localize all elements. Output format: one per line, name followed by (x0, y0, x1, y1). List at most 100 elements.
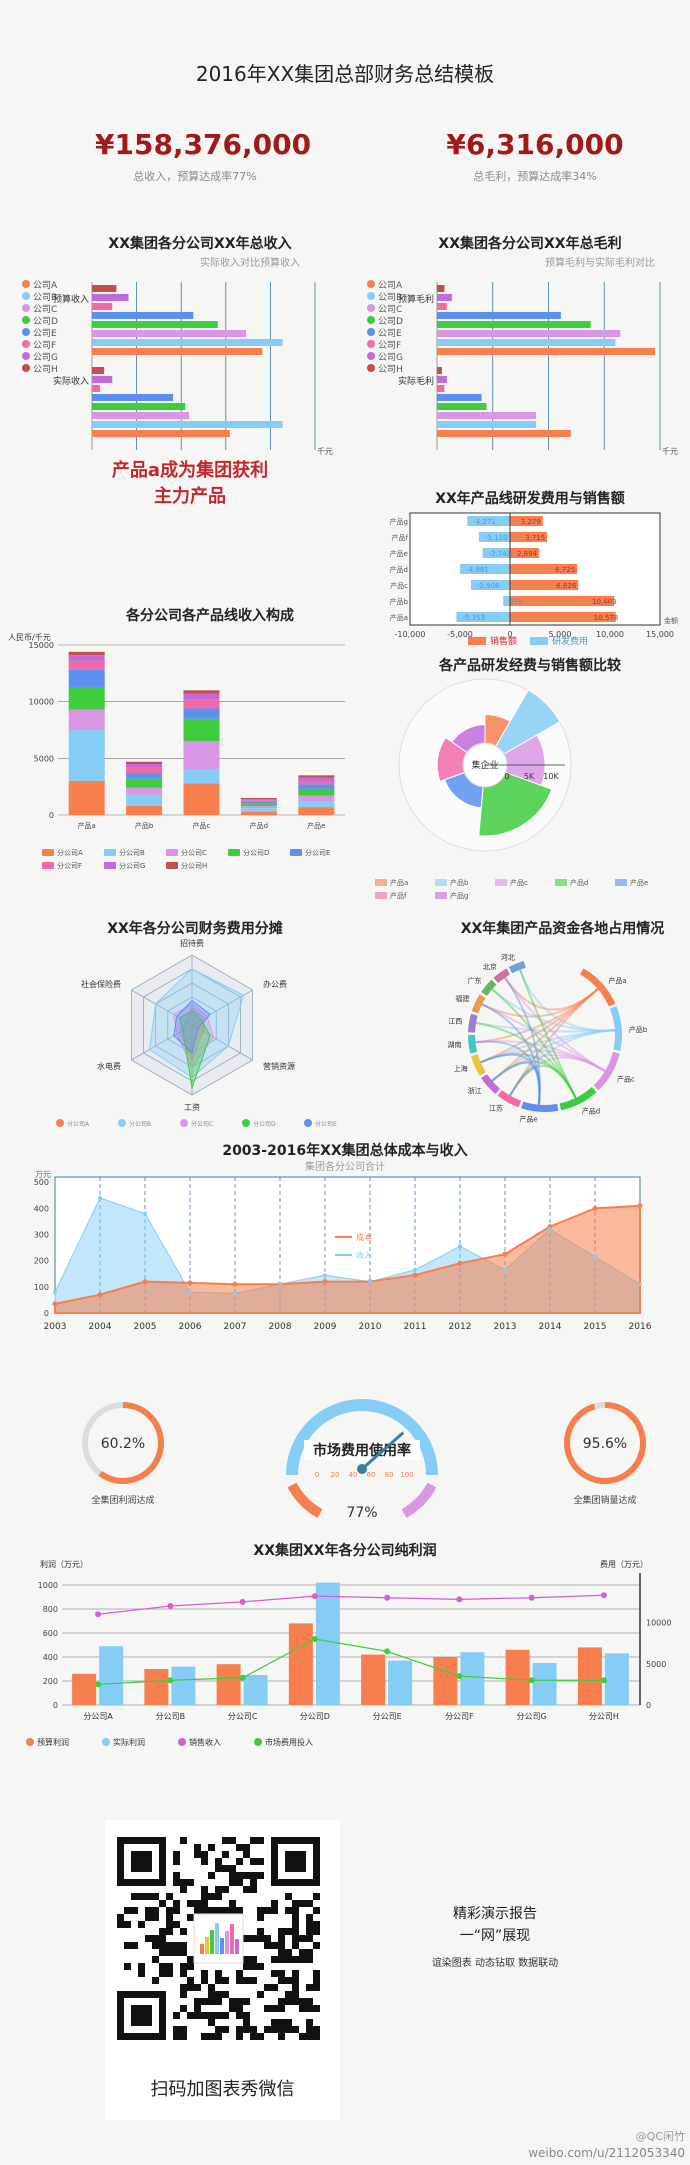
net-bar-actual (532, 1663, 557, 1705)
chord-ribbon (518, 969, 615, 1032)
area-income-point (143, 1211, 147, 1216)
net-line-point (600, 1592, 607, 1599)
stack-chart: 人民币/千元 0 5000 10000 15000 产品a 产品b 产品c 产品d 产品e 分公司A… (8, 632, 345, 870)
qr-module (306, 2005, 313, 2012)
qr-module (194, 2012, 201, 2019)
revenue-legend-label: 公司C (33, 304, 57, 315)
qr-module (292, 1984, 299, 1991)
qr-module (222, 1837, 229, 1844)
chord-node-label: 产品d (582, 1106, 600, 1115)
kpi-profit: ¥6,316,000 (446, 128, 624, 161)
qr-module (173, 1858, 180, 1865)
qr-module (131, 1907, 138, 1914)
stack-xtick: 产品e (307, 821, 325, 830)
qr-module (236, 1998, 243, 2005)
profit-legend-label: 公司A (378, 280, 403, 291)
qr-module (201, 1907, 208, 1914)
chord-ribbon (509, 988, 599, 1097)
revenue-legend-dot (22, 316, 30, 324)
rd-bar-sales (510, 532, 548, 542)
qr-module (166, 1893, 173, 1900)
center-gauge-tick: 40 (349, 1471, 358, 1479)
net-ytick: 0 (53, 1701, 58, 1710)
qr-module (159, 1935, 166, 1942)
rd-bar-sales (510, 596, 615, 606)
qr-module (278, 1935, 285, 1942)
rd-bar-sales (510, 548, 539, 558)
qr-module (257, 1935, 264, 1942)
net-bar-budget (433, 1657, 458, 1705)
stack-legend-swatch (166, 849, 178, 856)
qr-module (243, 1963, 250, 1970)
area-xtick: 2013 (494, 1322, 517, 1332)
chord-node-label: 河北 (501, 954, 515, 962)
area-income-point (548, 1227, 552, 1232)
chord-node-label: 浙江 (468, 1086, 482, 1095)
revenue-legend-label: 公司F (33, 340, 56, 351)
qr-module (257, 1872, 264, 1879)
rose-legend-label: 产品d (570, 878, 588, 887)
chord-arc (493, 968, 510, 983)
stack-segment (240, 801, 277, 804)
rose-legend-label: 产品a (390, 878, 408, 887)
qr-module (215, 1970, 222, 1977)
net-xtick: 分公司F (445, 1712, 474, 1721)
stack-segment (68, 669, 105, 687)
qr-module (229, 1907, 236, 1914)
profit-legend-label: 公司H (378, 364, 403, 375)
revenue-bar (92, 367, 105, 374)
chord-arc (580, 968, 616, 1007)
qr-module (306, 1949, 313, 1956)
qr-finder-inner (131, 2005, 152, 2026)
qr-module (159, 1949, 166, 1956)
qr-module (145, 1935, 152, 1942)
stack-segment (298, 788, 335, 796)
net-xtick: 分公司H (589, 1712, 619, 1721)
rd-bar-sales (510, 612, 616, 622)
radar-axis-line (191, 989, 253, 1026)
qr-module (292, 1956, 299, 1963)
radar-legend-label: 分公司C (191, 1120, 213, 1128)
rd-category-label: 产品a (390, 613, 408, 622)
profit-bar (437, 385, 445, 392)
profit-bar (437, 421, 537, 428)
qr-module (250, 1858, 257, 1865)
qr-module (159, 1928, 166, 1935)
net-bar-actual (99, 1646, 124, 1705)
area-xtick: 2015 (584, 1322, 607, 1332)
radar-legend-label: 分公司B (129, 1120, 151, 1128)
qr-module (278, 1970, 285, 1977)
chord-ribbon (491, 988, 599, 1082)
radar-series-area (173, 1003, 214, 1068)
stack-legend-swatch (166, 862, 178, 869)
qr-module (299, 1935, 306, 1942)
qr-module (264, 2026, 271, 2033)
qr-card: 扫码加图表秀微信 (105, 1820, 340, 2120)
center-gauge-tick: 20 (331, 1471, 340, 1479)
radar-series-area (173, 999, 211, 1054)
qr-module (152, 1942, 159, 1949)
profit-chart-title: XX集团各分公司XX年总毛利 (438, 236, 622, 252)
net-ytick: 200 (43, 1677, 58, 1686)
stack-segment (183, 693, 220, 700)
profit-legend-dot (367, 352, 375, 360)
revenue-bar (92, 430, 230, 437)
qr-module (173, 2026, 180, 2033)
stack-legend-swatch (104, 862, 116, 869)
net-line-point (528, 1594, 535, 1601)
profit-bar (437, 430, 571, 437)
stack-legend-label: 分公司C (181, 848, 207, 857)
qr-module (229, 1900, 236, 1907)
chord-ribbon (518, 969, 577, 1099)
stack-segment (183, 783, 220, 815)
chord-arc (609, 1006, 622, 1052)
rd-legend-sales: 销售额 (490, 635, 517, 645)
qr-module (229, 1998, 236, 2005)
radar-axis-label: 办公费 (263, 979, 287, 989)
qr-module (152, 1893, 159, 1900)
profit-bar (437, 348, 656, 355)
qr-code[interactable] (105, 1825, 340, 2060)
qr-module (173, 1879, 180, 1886)
qr-module (313, 1984, 320, 1991)
rd-unit: 金额 (664, 616, 678, 625)
